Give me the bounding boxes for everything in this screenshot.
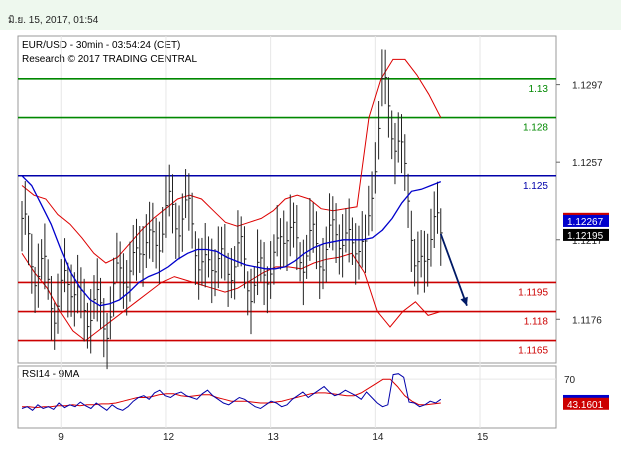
rsi-badge (563, 397, 609, 410)
rsi-badge-label: 43.1601 (567, 400, 604, 411)
level-label: 1.118 (524, 317, 549, 328)
level-label: 1.128 (523, 123, 548, 134)
price-badge-label: 1.12195 (567, 231, 604, 242)
x-tick-label: 9 (58, 432, 64, 443)
rsi-line (21, 373, 442, 411)
y-tick-label: 1.1297 (572, 81, 603, 92)
upper-band (21, 58, 442, 264)
y-tick-label: 1.1176 (572, 315, 602, 326)
x-tick-label: 15 (477, 432, 489, 443)
main-panel (17, 35, 557, 364)
x-tick-label: 13 (268, 432, 280, 443)
price-badge (563, 214, 609, 227)
forecast-arrow (439, 233, 468, 307)
rsi-panel (17, 365, 557, 429)
level-label: 1.125 (523, 181, 548, 192)
rsi-ma-line (22, 378, 441, 409)
top-bar: มิ.ย. 15, 2017, 01:54 (0, 0, 621, 30)
timestamp: มิ.ย. 15, 2017, 01:54 (8, 15, 99, 26)
research-label: Research © 2017 TRADING CENTRAL (22, 54, 197, 65)
moving-average-line (21, 175, 442, 307)
forecast-arrowhead (460, 296, 468, 306)
y-tick-label: 1.1257 (572, 158, 603, 169)
level-label: 1.1195 (518, 287, 548, 298)
instrument-title: EUR/USD - 30min - 03:54:24 (CET) (22, 40, 180, 51)
y-tick-label: 1.1217 (572, 236, 603, 247)
price-badge (563, 228, 609, 241)
level-label: 1.13 (529, 84, 549, 95)
rsi-title: RSI14 - 9MA (22, 369, 80, 380)
x-tick-label: 14 (372, 432, 384, 443)
x-tick-label: 12 (163, 432, 175, 443)
price-badge-label: 1.12267 (567, 217, 604, 228)
level-label: 1.1165 (518, 346, 548, 357)
rsi-tick-label: 70 (564, 375, 576, 386)
